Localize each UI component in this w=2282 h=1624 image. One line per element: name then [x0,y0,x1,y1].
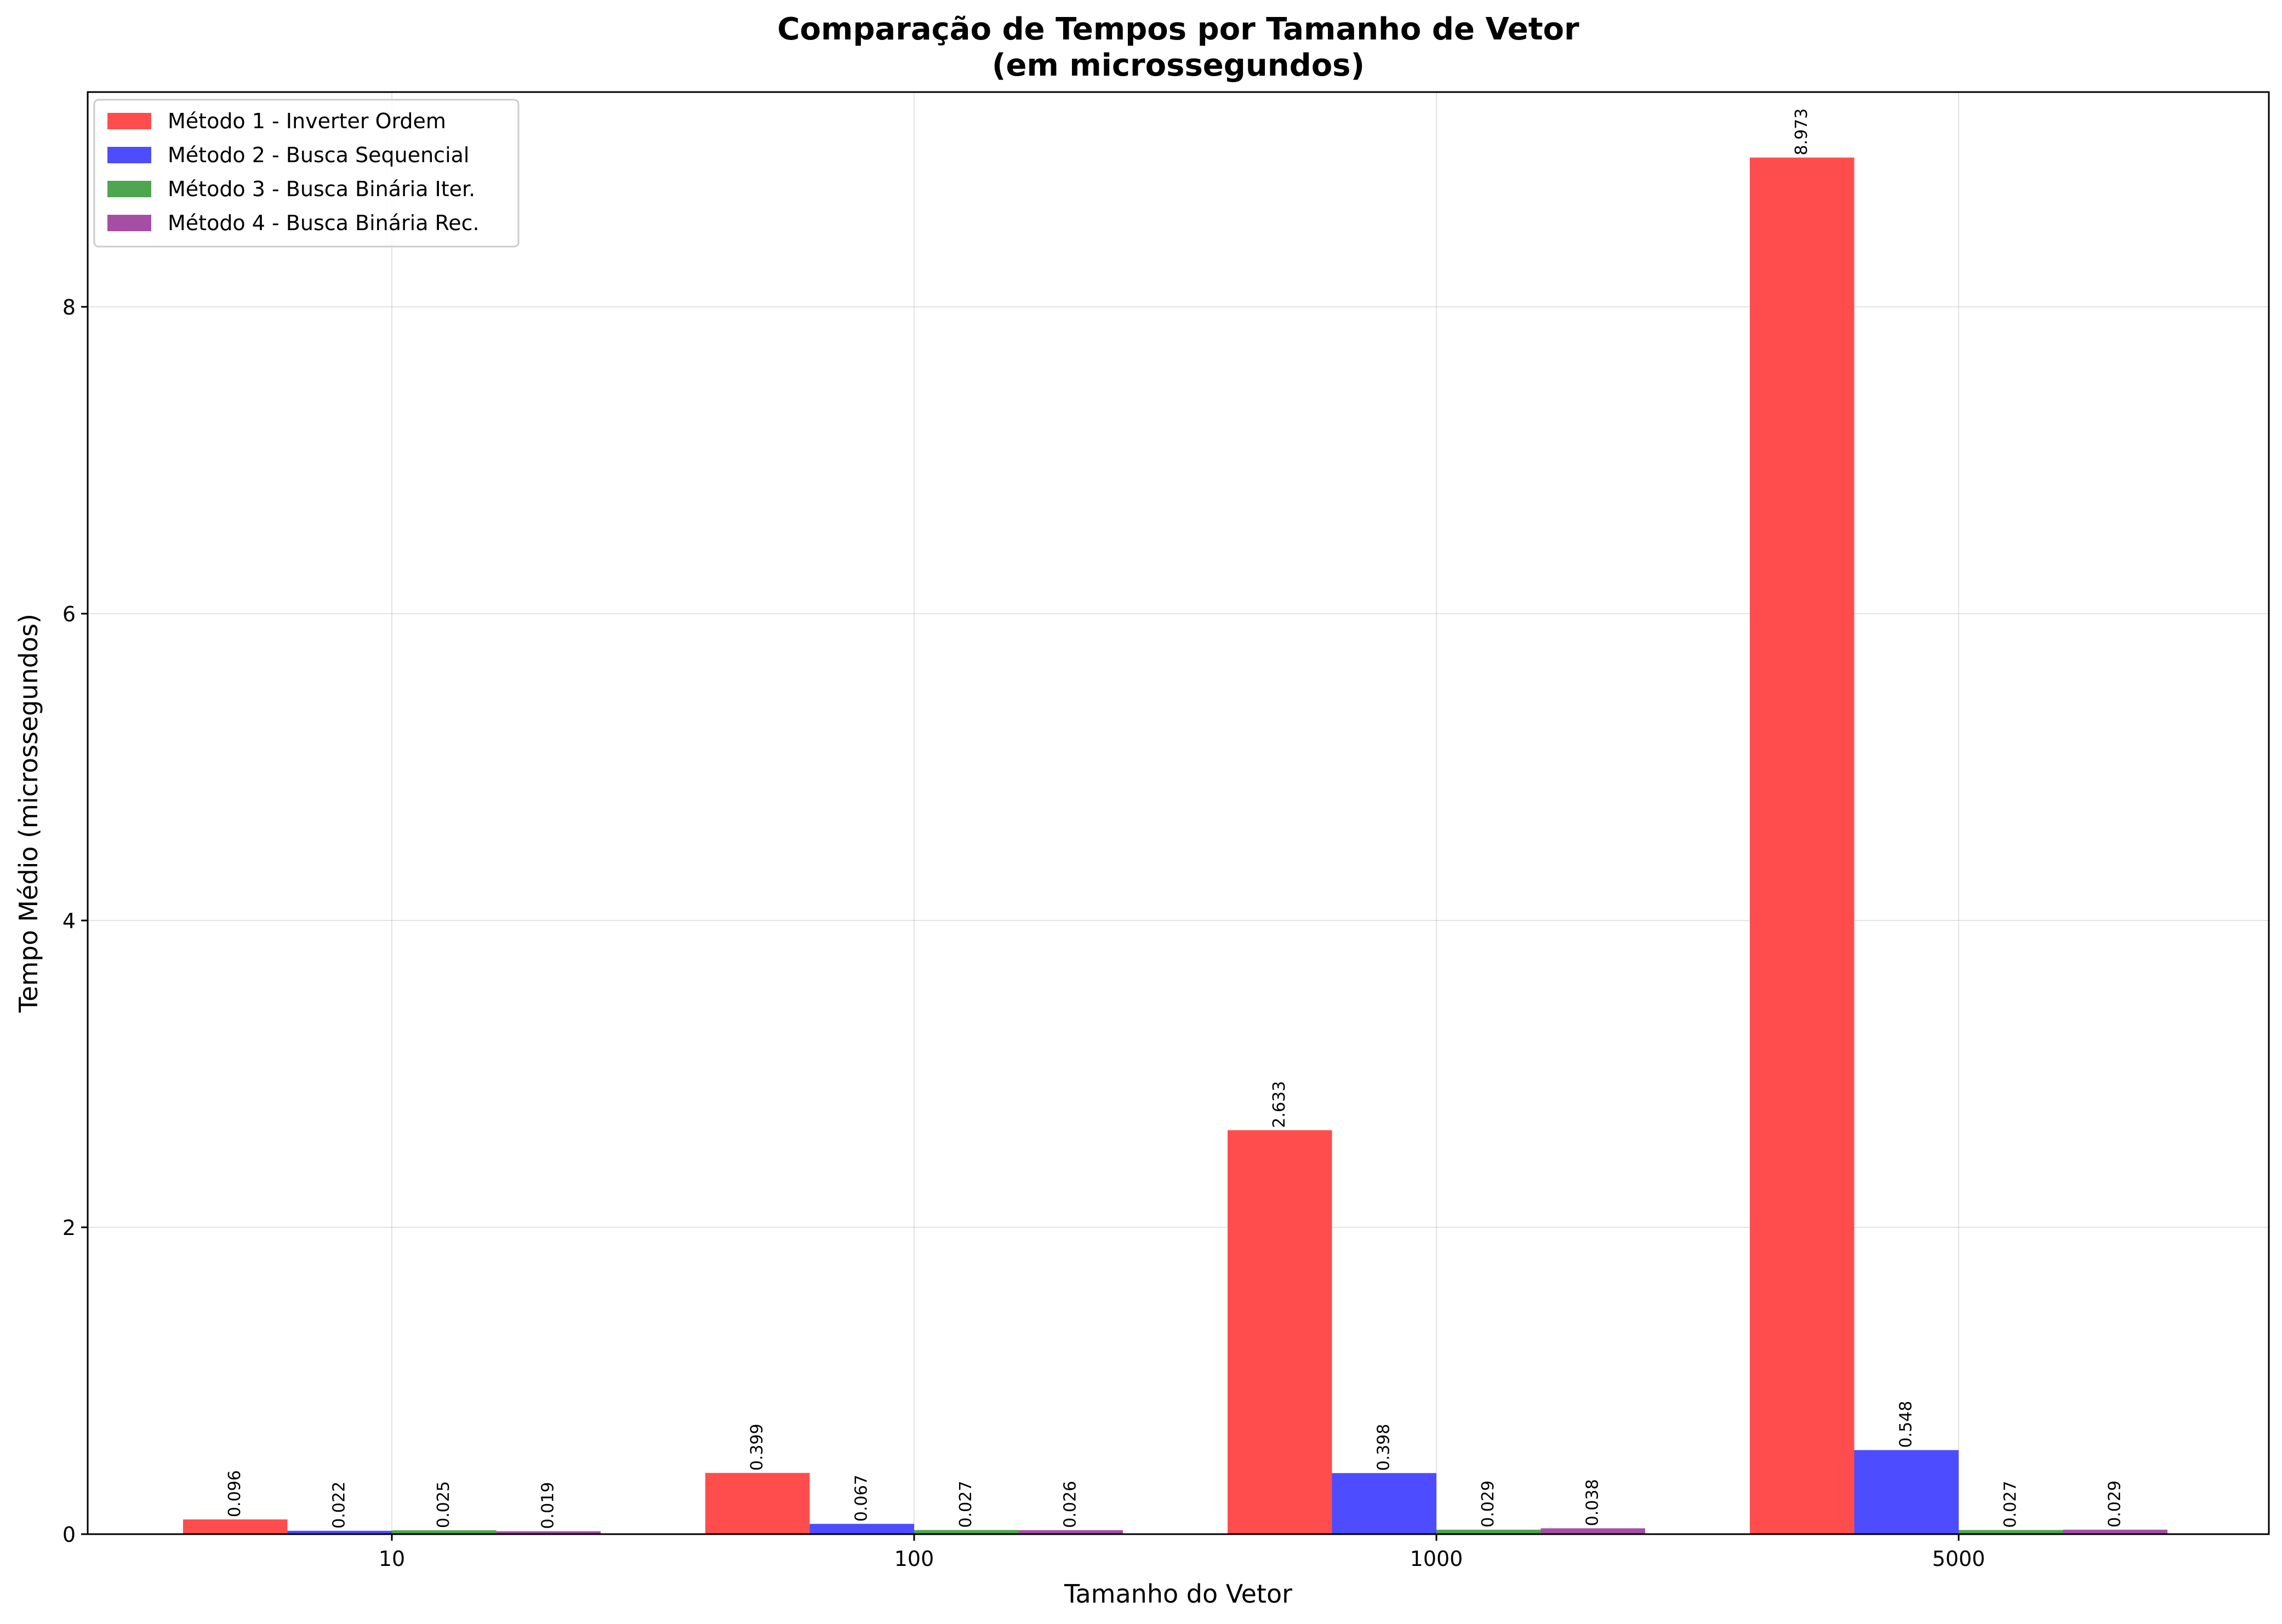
bar-value-label: 0.026 [1060,1481,1080,1528]
data-labels: 0.096 0.399 2.633 8.973 0.022 0.067 0.398 0.548… [225,108,2125,1529]
bar [287,1530,392,1534]
legend-label: Método 1 - Inverter Ordem [168,109,446,133]
bar-value-label: 0.398 [1374,1424,1393,1471]
bar [1332,1473,1436,1534]
bar [392,1530,497,1534]
x-tick-label: 100 [894,1547,934,1571]
y-tick-label: 0 [62,1523,76,1547]
legend-swatch [107,181,151,197]
bar [705,1473,810,1534]
x-axis-label: Tamanho do Vetor [1064,1579,1292,1609]
bar-value-label: 0.548 [1896,1401,1915,1448]
bar [1750,157,1855,1534]
legend-frame [93,99,520,248]
plot-frame [87,91,2270,1535]
bar-value-label: 0.038 [1583,1479,1602,1526]
y-tick-label: 6 [62,602,76,626]
bar-value-label: 8.973 [1792,108,1811,156]
bar-value-label: 0.027 [956,1481,975,1528]
legend: Método 1 - Inverter Ordem Método 2 - Busc… [93,99,520,248]
bar-value-label: 0.067 [852,1474,871,1522]
bar-value-label: 2.633 [1270,1081,1289,1128]
chart-title: Comparação de Tempos por Tamanho de Veto… [777,12,1579,47]
bar [1436,1529,1541,1534]
bar-value-label: 0.025 [434,1481,453,1528]
bar-value-label: 0.027 [2001,1481,2020,1528]
y-tick-label: 4 [62,909,76,933]
y-axis-label: Tempo Médio (microssegundos) [14,614,43,1013]
bar-value-label: 0.096 [225,1470,244,1517]
bar-value-label: 0.399 [748,1423,767,1471]
bar-value-label: 0.019 [538,1482,557,1529]
bar [2063,1529,2167,1534]
legend-label: Método 4 - Busca Binária Rec. [168,211,480,235]
bar-value-label: 0.029 [1479,1480,1498,1528]
axis-ticks: 0 2 4 6 8 10 100 1000 5000 [62,295,1986,1571]
bar [809,1524,914,1534]
bar-value-label: 0.029 [2105,1480,2124,1528]
bar [1018,1530,1123,1534]
bar [914,1530,1019,1534]
x-tick-label: 10 [379,1547,405,1571]
legend-label: Método 2 - Busca Sequencial [168,143,469,167]
legend-swatch [107,215,151,231]
y-tick-label: 8 [62,295,76,319]
bars [183,157,2167,1534]
legend-swatch [107,113,151,129]
legend-swatch [107,147,151,163]
bar [1228,1130,1332,1534]
x-tick-label: 1000 [1410,1547,1463,1571]
y-tick-label: 2 [62,1216,76,1240]
bar [496,1531,601,1534]
bar [1959,1530,2063,1534]
chart-subtitle: (em microssegundos) [992,48,1365,83]
bar-value-label: 0.022 [329,1482,349,1529]
x-tick-label: 5000 [1932,1547,1986,1571]
bar [1541,1528,1645,1534]
bar [183,1519,288,1534]
legend-label: Método 3 - Busca Binária Iter. [168,177,475,201]
bar [1854,1450,1959,1534]
